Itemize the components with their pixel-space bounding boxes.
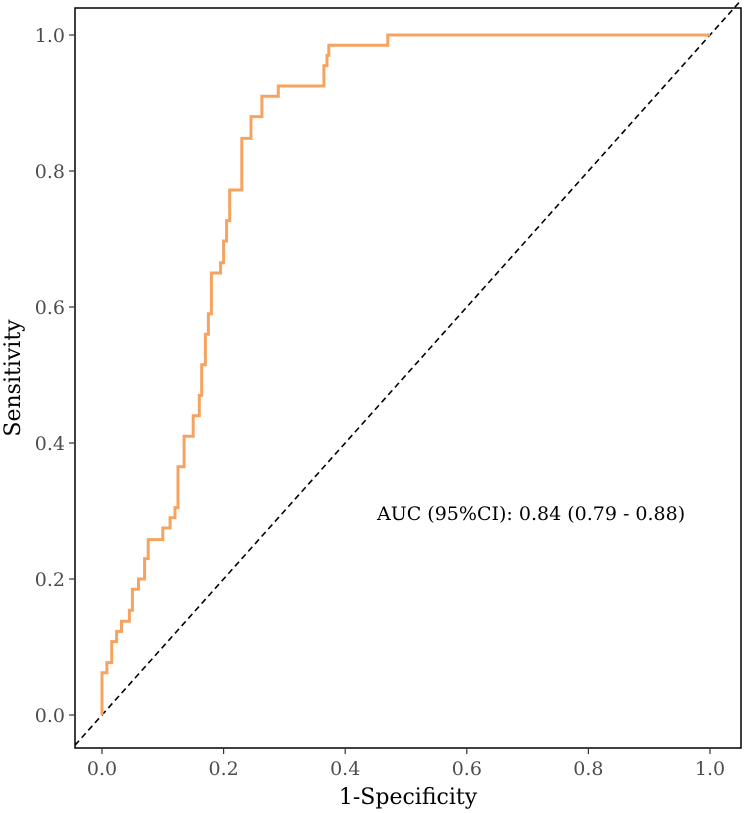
auc-annotation: AUC (95%CI): 0.84 (0.79 - 0.88) <box>376 503 685 525</box>
y-tick-label: 1.0 <box>35 25 65 47</box>
x-tick-label: 0.2 <box>208 758 238 780</box>
plot-panel <box>74 7 742 749</box>
x-tick-label: 0.4 <box>330 758 360 780</box>
x-axis-ticks: 0.0 0.2 0.4 0.6 0.8 1.0 <box>87 748 725 780</box>
y-tick-label: 0.6 <box>35 297 65 319</box>
y-tick-label: 0.4 <box>35 433 65 455</box>
x-tick-label: 0.6 <box>452 758 482 780</box>
x-tick-label: 1.0 <box>695 758 725 780</box>
reference-diagonal-line <box>74 0 742 746</box>
y-tick-label: 0.8 <box>35 161 65 183</box>
y-tick-label: 0.2 <box>35 569 65 591</box>
x-tick-label: 0.8 <box>573 758 603 780</box>
x-axis-title: 1-Specificity <box>339 785 478 810</box>
y-tick-label: 0.0 <box>35 705 65 727</box>
y-axis-ticks: 0.0 0.2 0.4 0.6 0.8 1.0 <box>35 25 75 727</box>
x-tick-label: 0.0 <box>87 758 117 780</box>
y-axis-title: Sensitivity <box>1 319 26 437</box>
roc-curve-series <box>100 33 710 715</box>
